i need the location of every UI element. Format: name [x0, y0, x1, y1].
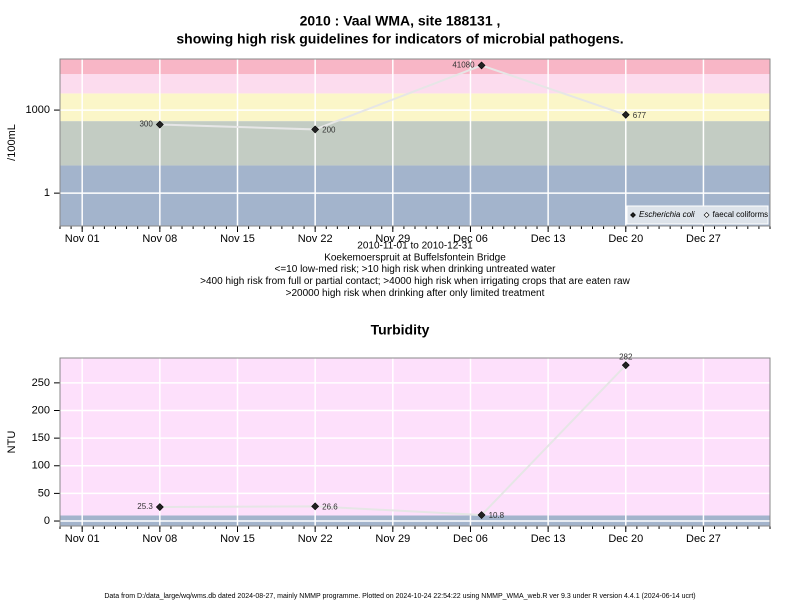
x-tick-label: Dec 13 [531, 233, 566, 245]
y-tick-label: 150 [32, 432, 50, 444]
y-tick-label: 50 [38, 487, 50, 499]
note: >400 high risk from full or partial cont… [200, 276, 630, 287]
legend-box [626, 205, 769, 225]
data-point [155, 503, 164, 511]
legend-label: Escherichia coli [639, 210, 695, 219]
risk-band [60, 59, 770, 75]
x-tick-label: Dec 20 [608, 233, 643, 245]
note: >20000 high risk when drinking after onl… [286, 288, 545, 299]
x-tick-label: Nov 15 [220, 533, 255, 545]
y-tick-label: 250 [32, 377, 50, 389]
value-label: 300 [139, 120, 153, 129]
value-label: 41080 [452, 61, 475, 70]
plot-area [60, 358, 770, 526]
data-point [311, 502, 320, 511]
data-point [477, 61, 486, 70]
x-tick-label: Dec 06 [453, 233, 488, 245]
plot-frame [59, 58, 771, 227]
x-tick-label: Nov 29 [375, 533, 410, 545]
legend-label: faecal coliforms [713, 210, 769, 219]
y-tick-label: 100 [32, 460, 50, 472]
y-tick-label: 1000 [26, 104, 50, 116]
x-tick-label: Dec 06 [453, 533, 488, 545]
note: <=10 low-med risk; >10 high risk when dr… [275, 264, 557, 275]
legend-marker [703, 212, 710, 218]
data-point [621, 361, 630, 370]
x-tick-label: Nov 01 [65, 233, 100, 245]
x-tick-label: Dec 27 [686, 233, 721, 245]
note: 2010-11-01 to 2010-12-31 [357, 241, 473, 252]
y-axis-label: /100mL [6, 124, 18, 161]
chart-title: 2010 : Vaal WMA, site 188131 , [300, 13, 501, 29]
chart-subtitle: showing high risk guidelines for indicat… [176, 31, 623, 47]
value-label: 10.8 [489, 511, 505, 520]
risk-band [60, 121, 770, 166]
x-tick-label: Nov 29 [375, 233, 410, 245]
legend-marker [630, 212, 636, 218]
value-label: 282 [619, 352, 633, 361]
value-label: 677 [633, 111, 647, 120]
x-tick-label: Dec 20 [608, 533, 643, 545]
plot-frame [59, 357, 771, 527]
x-tick-label: Nov 08 [142, 533, 177, 545]
value-label: 26.6 [322, 502, 338, 511]
risk-band [60, 93, 770, 122]
x-tick-label: Nov 22 [298, 533, 333, 545]
data-point [477, 511, 486, 519]
footer: Data from D:/data_large/wq/wms.db dated … [104, 593, 695, 600]
x-tick-label: Nov 01 [65, 533, 100, 545]
series-line [159, 364, 627, 517]
risk-band [60, 358, 770, 516]
note: Koekemoerspruit at Buffelsfontein Bridge [324, 252, 506, 263]
chart-title: Turbidity [371, 322, 430, 338]
series-line [159, 64, 627, 131]
plot-area [60, 59, 770, 226]
y-tick-label: 1 [44, 187, 50, 199]
value-label: 200 [322, 126, 336, 135]
y-tick-label: 200 [32, 404, 50, 416]
x-tick-label: Dec 27 [686, 533, 721, 545]
y-tick-label: 0 [44, 515, 50, 527]
x-tick-label: Nov 22 [298, 233, 333, 245]
data-point [621, 110, 630, 119]
x-tick-label: Nov 08 [142, 233, 177, 245]
x-tick-label: Nov 15 [220, 233, 255, 245]
y-axis-label: NTU [6, 431, 18, 454]
value-label: 25.3 [137, 502, 153, 511]
x-tick-label: Dec 13 [531, 533, 566, 545]
data-point [155, 120, 164, 129]
data-point [311, 125, 320, 134]
